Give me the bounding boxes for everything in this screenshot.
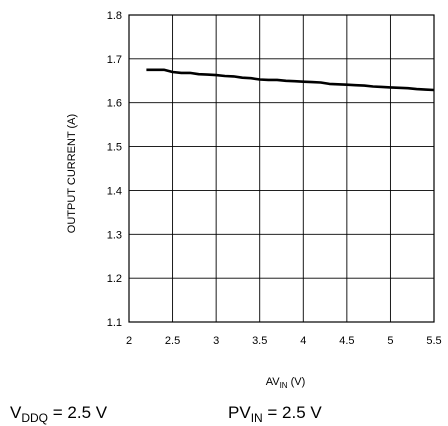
y-tick-label: 1.3 xyxy=(107,229,122,241)
x-axis-label-sub: IN xyxy=(280,381,288,390)
condition-vddq-sub: DDQ xyxy=(21,411,48,425)
y-tick-labels: 1.1 1.2 1.3 1.4 1.5 1.6 1.7 1.8 xyxy=(107,10,122,329)
y-tick-label: 1.6 xyxy=(107,98,122,110)
condition-pvin-rest: = 2.5 V xyxy=(263,403,323,422)
grid xyxy=(128,14,435,323)
x-tick-label: 3 xyxy=(213,335,219,347)
condition-vddq: VDDQ = 2.5 V xyxy=(10,403,108,425)
y-tick-label: 1.5 xyxy=(107,142,122,154)
series-line xyxy=(146,68,435,92)
x-tick-label: 5 xyxy=(387,335,393,347)
x-tick-labels: 2 2.5 3 3.5 4 4.5 5 5.5 xyxy=(126,335,442,347)
y-tick-label: 1.2 xyxy=(107,273,122,285)
x-tick-label: 2 xyxy=(126,335,132,347)
x-axis-label: AVIN (V) xyxy=(266,376,306,390)
y-tick-label: 1.8 xyxy=(107,10,122,22)
series-layer xyxy=(146,68,435,92)
x-axis-label-main: AV xyxy=(266,376,281,388)
x-tick-label: 4.5 xyxy=(339,335,354,347)
condition-pvin-sub: IN xyxy=(251,411,263,425)
plot-frame xyxy=(128,14,435,323)
x-axis-label-unit: (V) xyxy=(288,376,306,388)
y-tick-label: 1.7 xyxy=(107,54,122,66)
y-axis-label: OUTPUT CURRENT (A) xyxy=(66,114,78,233)
x-tick-label: 3.5 xyxy=(252,335,267,347)
x-tick-label: 2.5 xyxy=(165,335,180,347)
condition-pvin-main: PV xyxy=(228,403,251,422)
y-tick-label: 1.1 xyxy=(107,317,122,329)
y-tick-label: 1.4 xyxy=(107,185,122,197)
condition-vddq-main: V xyxy=(10,403,22,422)
x-tick-label: 5.5 xyxy=(426,335,441,347)
condition-vddq-rest: = 2.5 V xyxy=(48,403,108,422)
x-tick-label: 4 xyxy=(300,335,306,347)
condition-pvin: PVIN = 2.5 V xyxy=(228,403,322,425)
